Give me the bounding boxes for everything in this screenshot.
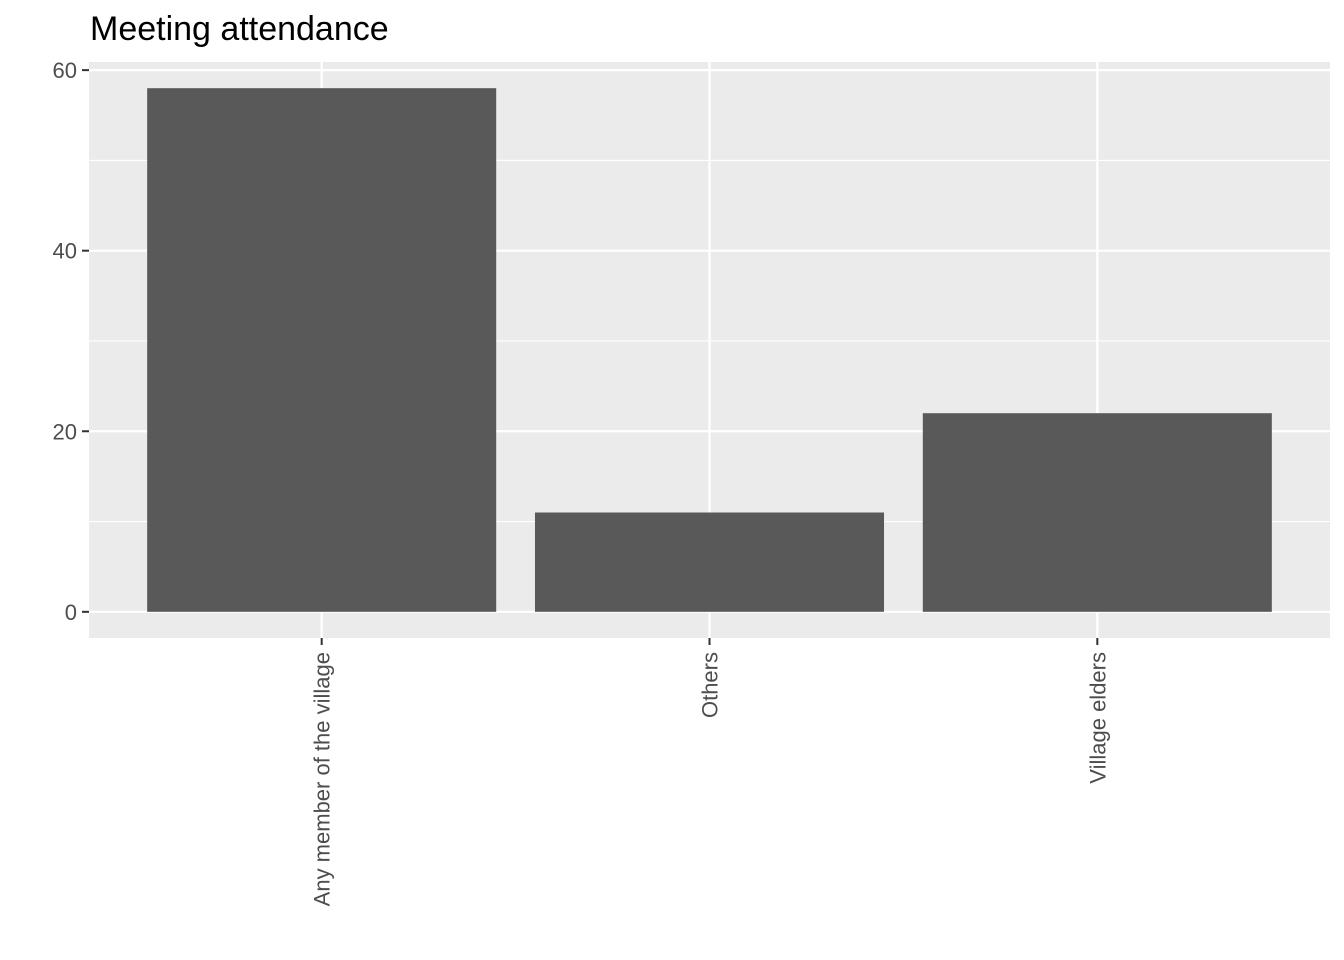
chart-title: Meeting attendance bbox=[90, 10, 389, 48]
x-tick-label: Village elders bbox=[1085, 652, 1110, 784]
bars bbox=[147, 88, 1272, 612]
x-tick-label: Any member of the village bbox=[310, 652, 335, 906]
bar bbox=[147, 88, 497, 612]
y-tick-label: 40 bbox=[53, 239, 77, 264]
bar bbox=[534, 512, 885, 612]
y-tick-label: 0 bbox=[65, 600, 77, 625]
y-tick-label: 20 bbox=[53, 419, 77, 444]
bar bbox=[922, 413, 1272, 612]
x-axis: Any member of the village Others Village e… bbox=[310, 638, 1110, 906]
y-axis: 0 20 40 60 bbox=[53, 58, 89, 625]
x-tick-label: Others bbox=[698, 652, 723, 718]
y-tick-label: 60 bbox=[53, 58, 77, 83]
